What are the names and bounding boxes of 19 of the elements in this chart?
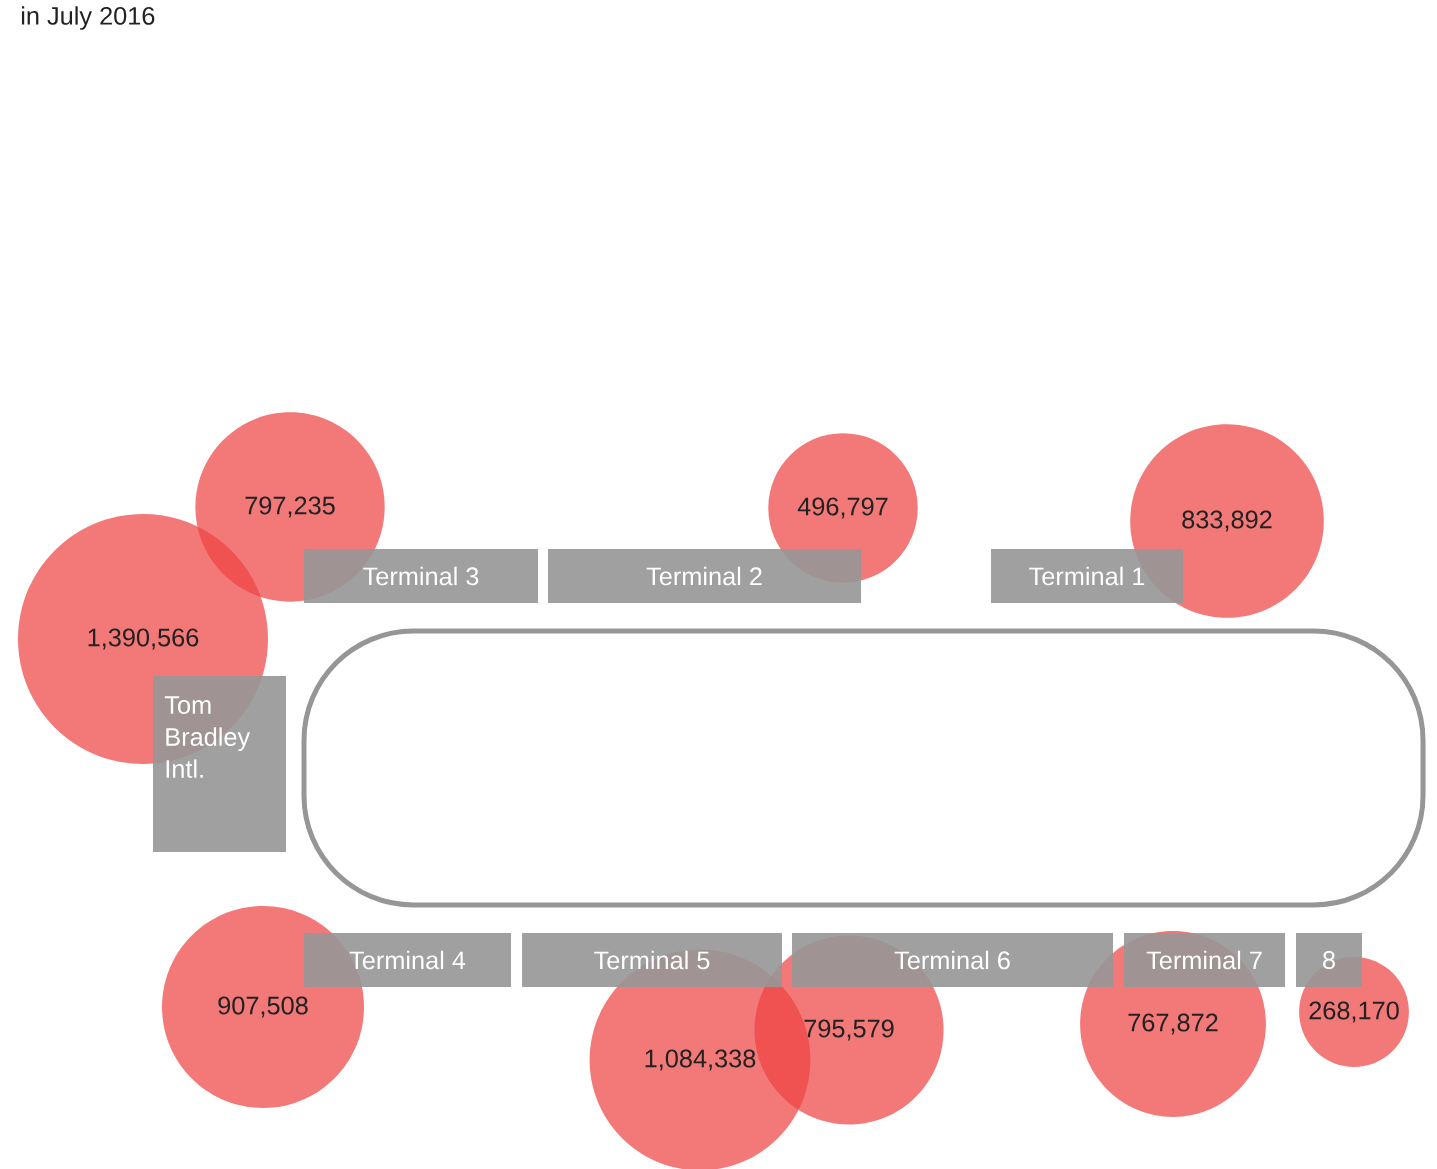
category-label: Terminal 7: [1146, 950, 1262, 970]
data-label: 496,797: [797, 497, 888, 519]
data-label: 268,170: [1309, 1001, 1399, 1023]
data-label: 797,235: [245, 496, 335, 518]
category-label: Terminal 6: [894, 950, 1010, 970]
text: in July 2016: [21, 6, 155, 30]
category-label: Terminal 4: [349, 950, 466, 970]
data-label: 833,892: [1182, 510, 1272, 532]
data-label: 1,390,566: [88, 628, 199, 650]
data-label: 767,872: [1128, 1013, 1218, 1035]
data-label: 907,508: [218, 996, 308, 1018]
category-label: Terminal 3: [363, 566, 479, 586]
category-label: Tom Bradley Intl.: [164, 696, 251, 778]
category-label: Terminal 2: [646, 566, 762, 586]
category-label: 8: [1323, 951, 1335, 969]
category-label: Terminal 5: [594, 950, 710, 970]
data-label: 1,084,338: [645, 1049, 756, 1071]
category-label: Terminal 1: [1029, 566, 1145, 586]
data-label: 795,579: [804, 1019, 894, 1041]
